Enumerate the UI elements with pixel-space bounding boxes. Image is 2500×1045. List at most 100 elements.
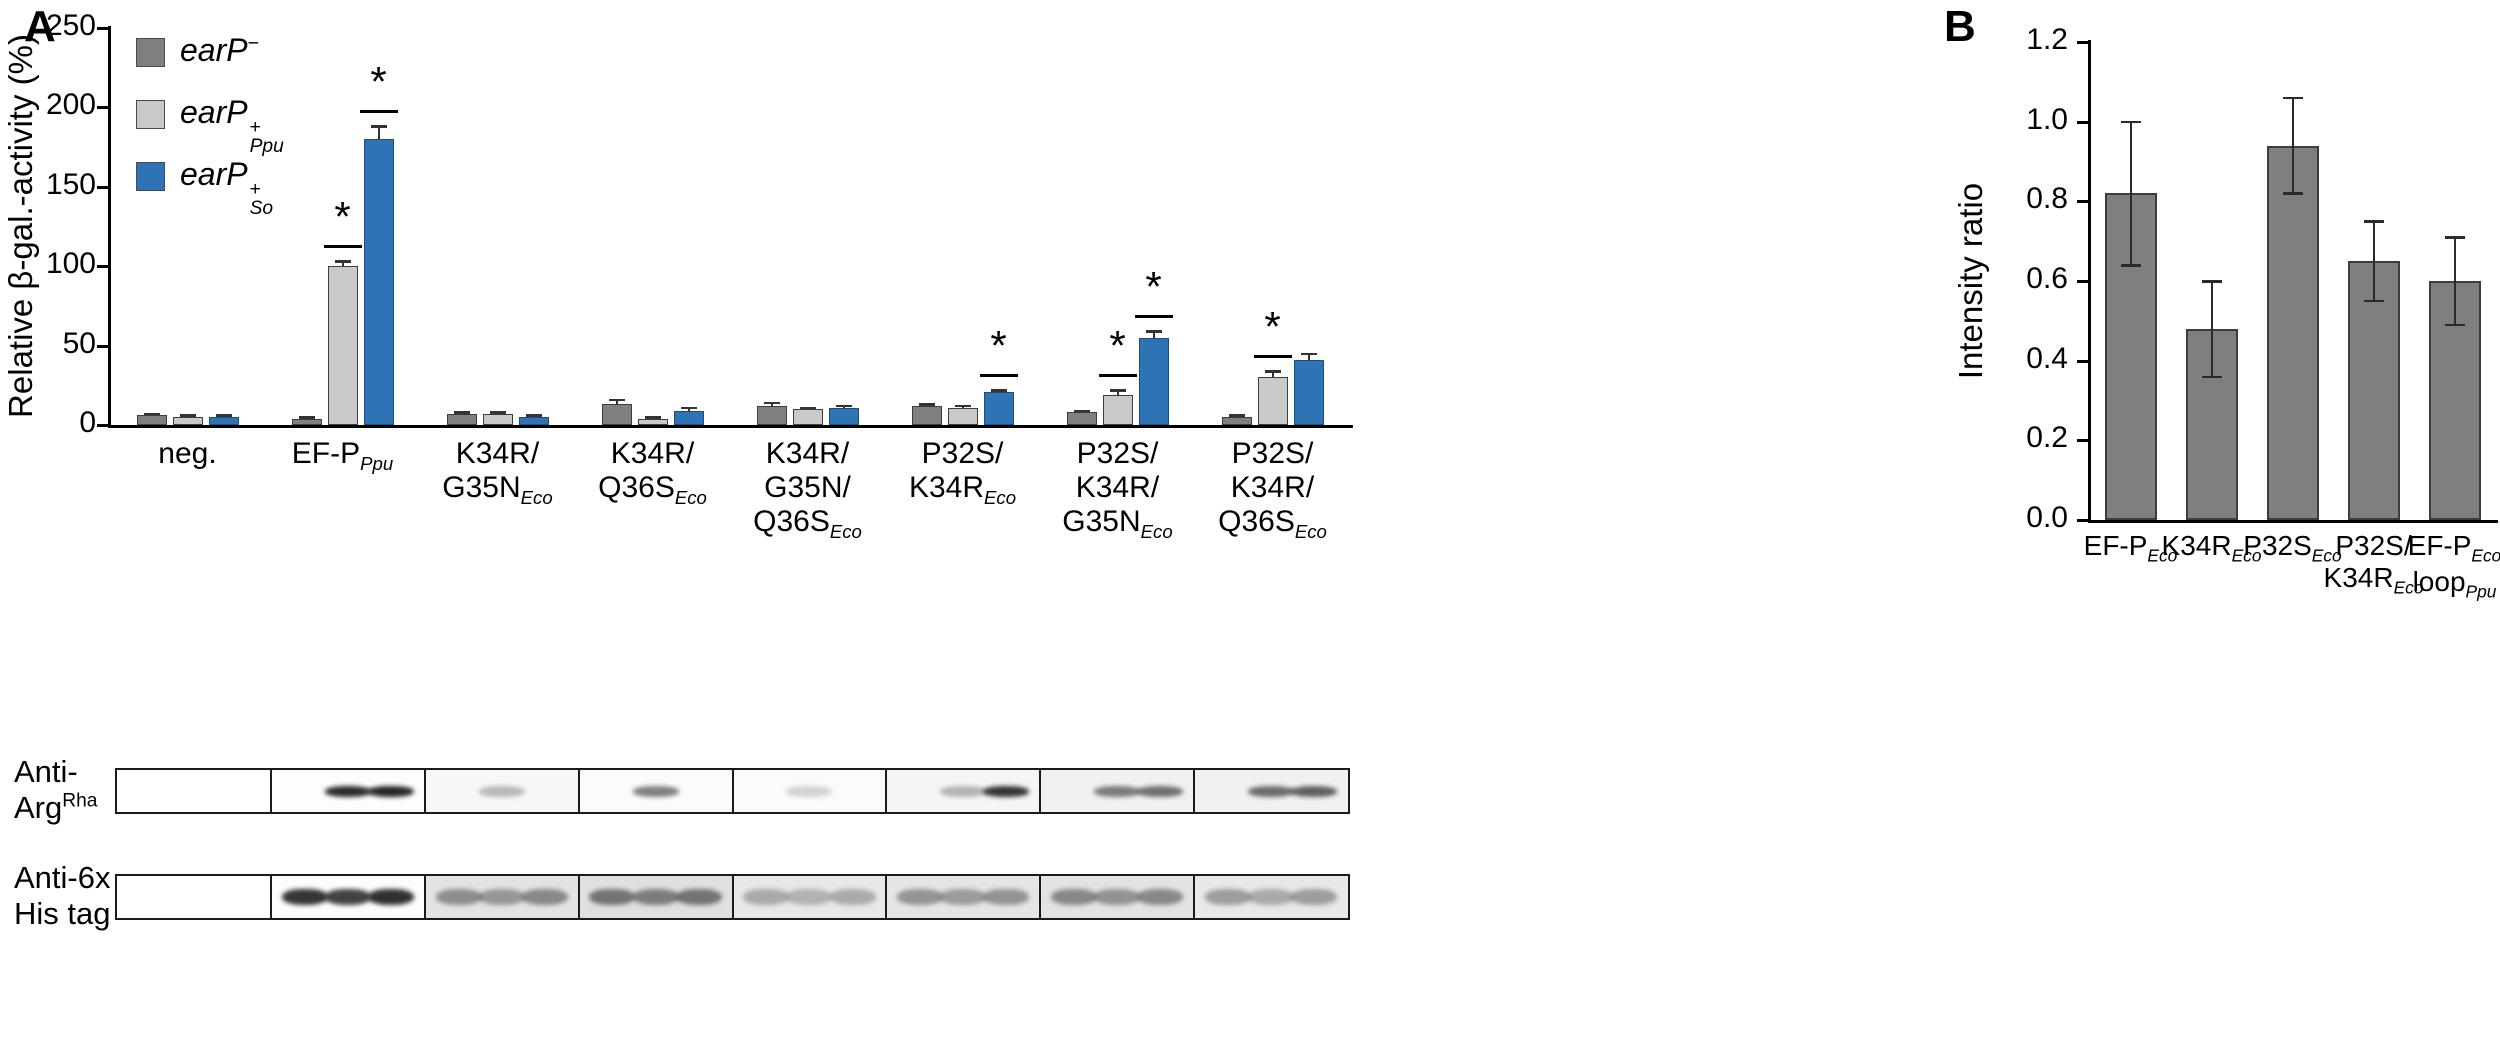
error-bar-cap <box>489 411 506 414</box>
text-token: Eco <box>1294 521 1327 543</box>
text-line: Q36SEco <box>720 505 895 542</box>
text-token: + So <box>249 178 274 220</box>
x-category-label: K34REco <box>2159 530 2264 566</box>
y-tick-mark <box>97 344 108 348</box>
text-token: Eco <box>520 487 553 509</box>
blot-band <box>324 889 371 905</box>
y-tick-label: 100 <box>45 247 96 281</box>
error-bar-line <box>2453 237 2456 325</box>
error-bar-cap <box>1109 389 1126 392</box>
text-line: G35NEco <box>1030 505 1205 542</box>
text-token: K34R/ <box>1075 471 1160 505</box>
text-token: earP <box>180 156 248 192</box>
text-token: neg. <box>158 437 217 470</box>
blot-segment-bg <box>424 876 579 918</box>
bar <box>828 407 859 425</box>
text-line: Q36SEco <box>565 471 740 508</box>
x-category-label: P32S/K34REco <box>2321 530 2426 598</box>
blot-lane-divider <box>423 876 426 918</box>
blot-lane-divider <box>885 876 888 918</box>
significance-asterisk: * <box>1264 303 1281 350</box>
blot-band <box>324 785 371 797</box>
text-token: Arg <box>14 789 63 825</box>
text-line: K34R/ <box>565 437 740 471</box>
blot-lane-divider <box>577 876 580 918</box>
text-line: loopPpu <box>2402 566 2500 602</box>
text-token: K34R/ <box>610 437 695 470</box>
blot-band <box>743 889 790 905</box>
error-bar-cap <box>680 406 697 410</box>
text-token: Ppu <box>360 453 394 474</box>
text-token: Rha <box>62 790 98 812</box>
bar <box>756 405 787 425</box>
text-token: G35N/ <box>764 471 851 505</box>
blot-band <box>940 889 987 905</box>
blot-lane-divider <box>269 770 272 812</box>
error-bar-line <box>1152 331 1155 338</box>
bar <box>637 418 668 425</box>
text-token: Eco <box>829 521 862 543</box>
text-token: P32S/ <box>1231 437 1314 470</box>
y-tick-label: 0.4 <box>2026 341 2068 375</box>
y-tick-mark <box>2077 120 2088 124</box>
blot-band <box>897 889 944 905</box>
text-token: K34R <box>2323 561 2394 593</box>
error-bar-cap <box>763 401 780 405</box>
y-tick-mark <box>2077 200 2088 204</box>
blot-lane-divider <box>1193 876 1196 918</box>
significance-asterisk: * <box>370 58 387 106</box>
blot-band <box>786 889 833 905</box>
blot-lane-divider <box>1039 876 1042 918</box>
y-tick-label: 1.2 <box>2026 23 2068 56</box>
x-category-label: P32S/K34R/Q36SEco <box>1185 437 1360 543</box>
text-token: P32S/ <box>2335 530 2412 561</box>
error-bar-cap <box>525 414 542 417</box>
text-token: earP <box>180 32 248 68</box>
text-line: K34R/ <box>720 437 895 471</box>
bar <box>911 405 942 425</box>
text-line: earP + Ppu <box>180 94 284 157</box>
text-line: G35N/ <box>720 471 895 505</box>
error-bar-cap <box>215 414 232 417</box>
bar <box>2428 281 2481 520</box>
error-bar-cap <box>2444 236 2465 239</box>
x-axis-line <box>108 425 1353 428</box>
error-bar-cap <box>143 412 160 416</box>
text-line: P32SEco <box>2240 530 2345 566</box>
text-token: Anti- <box>14 754 78 789</box>
error-bar-cap <box>2120 120 2141 124</box>
significance-asterisk: * <box>334 193 351 241</box>
error-bar-cap <box>334 260 351 263</box>
blot-band <box>478 785 525 797</box>
text-token: loop <box>2412 566 2466 598</box>
blot-segment-bg <box>1194 876 1348 918</box>
text-line: EF-PPpu <box>255 437 430 474</box>
x-category-label: EF-PPpu <box>255 437 430 474</box>
blot-band <box>1094 785 1141 797</box>
text-token: P32S/ <box>1076 437 1159 470</box>
x-category-label: neg. <box>100 437 275 471</box>
text-token: K34R <box>908 471 984 505</box>
error-bar-cap <box>2444 323 2465 327</box>
text-token: + Ppu <box>249 116 284 158</box>
blot-band <box>367 785 414 797</box>
text-token: P32S/ <box>921 437 1004 470</box>
x-category-label: EF-PEco <box>2078 530 2183 566</box>
text-line: K34REco <box>2159 530 2264 566</box>
text-token: Q36S <box>1218 505 1295 539</box>
text-token: EF-P <box>2083 530 2148 561</box>
bar <box>947 407 978 425</box>
text-token: EF-P <box>2407 530 2472 561</box>
text-line: earP− <box>180 32 259 69</box>
blot-segment-bg <box>1040 876 1195 918</box>
blot-band <box>1248 785 1295 797</box>
error-bar-cap <box>1300 352 1317 356</box>
text-token: Eco <box>2231 545 2262 566</box>
blot-band <box>1094 889 1141 905</box>
error-bar-line <box>687 407 690 411</box>
blot-band <box>521 889 568 905</box>
error-bar-cap <box>918 403 935 406</box>
blot-band <box>829 889 876 905</box>
y-tick-mark <box>2077 439 2088 443</box>
